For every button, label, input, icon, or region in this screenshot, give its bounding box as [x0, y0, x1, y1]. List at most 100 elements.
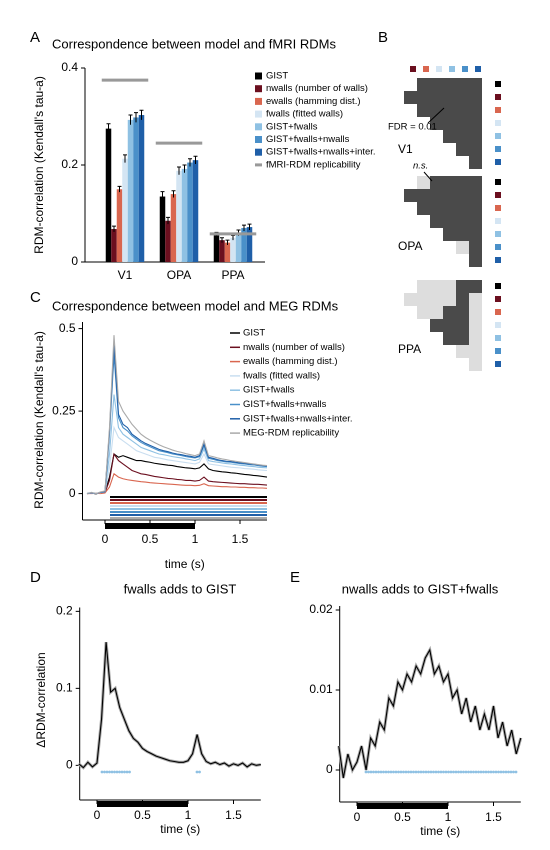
significance-dot	[113, 770, 116, 774]
matrix-cell	[417, 306, 430, 319]
matrix-cell	[417, 78, 430, 91]
matrix-cell	[443, 228, 456, 241]
significance-dot	[497, 770, 500, 774]
significance-dot	[402, 770, 405, 774]
matrix-cell	[469, 176, 482, 189]
matrix-cell	[469, 78, 482, 91]
x-tick-label: OPA	[167, 268, 191, 282]
annotation-pointer	[423, 171, 433, 182]
y-tick-label: 0.01	[309, 682, 333, 696]
error-bar	[182, 164, 187, 173]
x-tick-label: 0.5	[142, 532, 159, 546]
x-tick-label: 0.5	[394, 810, 411, 824]
matrix-cell	[469, 202, 482, 215]
significance-dot	[377, 770, 380, 774]
matrix-cell	[469, 358, 482, 371]
significance-dot	[399, 770, 403, 774]
legend-label: GIST+fwalls+nwalls	[266, 134, 350, 145]
significance-dot	[444, 770, 448, 774]
x-axis-label: time (s)	[160, 822, 200, 836]
significance-dot	[474, 770, 478, 774]
y-tick-label: 0	[71, 254, 78, 268]
error-bar	[177, 166, 181, 175]
error-bar	[123, 154, 127, 163]
matrix-cell	[456, 215, 469, 228]
significance-dot	[100, 770, 104, 774]
matrix-cell	[456, 189, 469, 202]
significance-dot	[429, 770, 433, 774]
y-axis-label: ΔRDM-correlation	[34, 652, 48, 747]
row-key	[495, 159, 501, 165]
region-label: V1	[398, 142, 413, 156]
legend-label: ewalls (hamming dist.)	[266, 96, 361, 107]
matrix-cell	[430, 176, 443, 189]
matrix-cell	[417, 176, 430, 189]
legend-label: MEG-RDM replicability	[243, 428, 339, 439]
significance-dot	[105, 770, 109, 774]
matrix-cell	[456, 241, 469, 254]
matrix-cell	[430, 117, 443, 130]
bar	[181, 168, 188, 262]
annotation-pointer	[427, 107, 445, 124]
chart-title: fwalls adds to GIST	[124, 581, 237, 596]
matrix-cell	[443, 306, 456, 319]
region-label: OPA	[398, 239, 422, 253]
panel-letter: B	[378, 29, 388, 46]
stimulus-bar	[356, 803, 448, 809]
chart-title: Correspondence between model and fMRI RD…	[52, 36, 336, 51]
legend-swatch	[255, 97, 262, 105]
row-key	[495, 133, 501, 139]
annotation: FDR = 0.01	[388, 122, 437, 133]
matrix-cell	[456, 91, 469, 104]
error-bar	[128, 114, 133, 125]
significance-dot	[432, 770, 435, 774]
row-key	[495, 335, 501, 341]
bar	[213, 235, 220, 262]
significance-dot	[118, 770, 121, 774]
matrix-cell	[430, 306, 443, 319]
error-bar	[166, 216, 170, 225]
row-key	[495, 120, 501, 126]
y-tick-label: 0	[69, 486, 76, 500]
bar	[111, 229, 117, 262]
matrix-cell	[417, 104, 430, 117]
x-tick-label: 1	[192, 532, 199, 546]
x-tick-label: 1	[445, 810, 452, 824]
y-tick-label: 0.25	[52, 403, 76, 417]
x-tick-label: 1.5	[232, 532, 249, 546]
matrix-cell	[469, 143, 482, 156]
line	[338, 648, 522, 779]
matrix-cell	[430, 293, 443, 306]
significance-dot	[452, 770, 455, 774]
bar	[246, 227, 253, 262]
y-tick-label: 0.02	[309, 602, 333, 616]
matrix-cell	[443, 91, 456, 104]
panel-letter: A	[30, 29, 40, 46]
matrix-cell	[456, 104, 469, 117]
bar	[122, 158, 128, 262]
significance-dot	[499, 770, 503, 774]
significance-dot	[369, 770, 373, 774]
matrix-cell	[430, 215, 443, 228]
significance-dot	[472, 770, 475, 774]
matrix-cell	[469, 117, 482, 130]
y-tick-label: 0.2	[61, 157, 78, 171]
significance-dot	[412, 770, 415, 774]
matrix-cell	[443, 189, 456, 202]
x-tick-label: 1	[185, 808, 192, 822]
significance-dot	[462, 770, 465, 774]
matrix-cell	[456, 319, 469, 332]
bar	[219, 240, 225, 262]
legend-label: GIST+fwalls	[243, 385, 295, 396]
matrix-cell	[456, 306, 469, 319]
line-shadow	[77, 642, 262, 770]
significance-dot	[387, 770, 390, 774]
row-key	[495, 257, 501, 263]
column-key	[436, 66, 442, 72]
matrix-cell	[404, 189, 417, 202]
matrix-cell	[456, 280, 469, 293]
significance-dot	[489, 770, 493, 774]
row-key	[495, 218, 501, 224]
significance-dot	[382, 770, 385, 774]
